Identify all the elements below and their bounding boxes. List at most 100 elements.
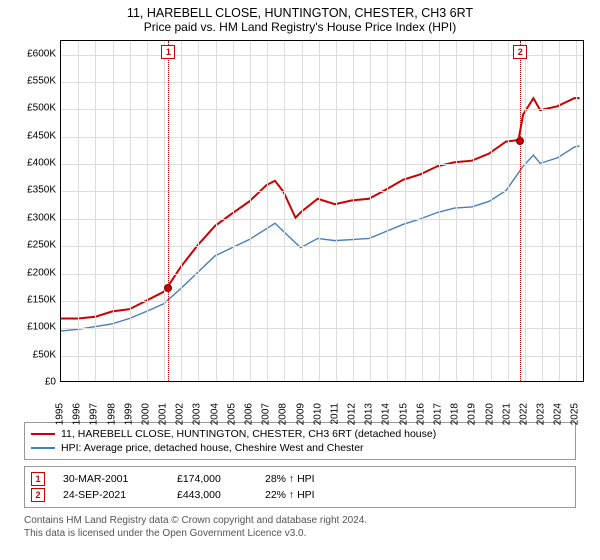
line-layer: [61, 41, 583, 381]
y-tick-label: £50K: [12, 349, 56, 360]
y-gridline: [61, 164, 583, 165]
x-tick-label: 2014: [381, 403, 392, 425]
x-gridline: [456, 41, 457, 381]
x-gridline: [95, 41, 96, 381]
title-block: 11, HAREBELL CLOSE, HUNTINGTON, CHESTER,…: [12, 6, 588, 34]
y-gridline: [61, 109, 583, 110]
y-tick-label: £0: [12, 377, 56, 388]
y-tick-label: £350K: [12, 185, 56, 196]
x-tick-label: 2003: [192, 403, 203, 425]
legend-row: HPI: Average price, detached house, Ches…: [31, 441, 569, 455]
y-tick-label: £200K: [12, 267, 56, 278]
datapoint-marker-box: 1: [31, 472, 45, 486]
legend-label: 11, HAREBELL CLOSE, HUNTINGTON, CHESTER,…: [61, 428, 436, 440]
x-tick-label: 1996: [72, 403, 83, 425]
x-tick-label: 2012: [347, 403, 358, 425]
x-gridline: [216, 41, 217, 381]
x-tick-label: 2005: [226, 403, 237, 425]
y-tick-label: £500K: [12, 103, 56, 114]
x-tick-label: 2016: [415, 403, 426, 425]
legend-swatch: [31, 433, 55, 435]
x-gridline: [267, 41, 268, 381]
x-gridline: [147, 41, 148, 381]
datapoint-marker-box: 2: [31, 488, 45, 502]
x-tick-label: 2004: [209, 403, 220, 425]
legend-row: 11, HAREBELL CLOSE, HUNTINGTON, CHESTER,…: [31, 427, 569, 441]
footer: Contains HM Land Registry data © Crown c…: [24, 514, 576, 540]
x-gridline: [508, 41, 509, 381]
datapoint-diff: 22% ↑ HPI: [265, 489, 315, 501]
y-gridline: [61, 191, 583, 192]
x-tick-label: 1995: [55, 403, 66, 425]
datapoint-diff: 28% ↑ HPI: [265, 473, 315, 485]
y-tick-label: £150K: [12, 294, 56, 305]
x-gridline: [422, 41, 423, 381]
x-tick-label: 2020: [484, 403, 495, 425]
x-tick-label: 2022: [518, 403, 529, 425]
y-tick-label: £400K: [12, 158, 56, 169]
y-gridline: [61, 55, 583, 56]
x-tick-label: 2017: [432, 403, 443, 425]
root: 11, HAREBELL CLOSE, HUNTINGTON, CHESTER,…: [0, 0, 600, 560]
x-gridline: [387, 41, 388, 381]
x-tick-label: 2000: [140, 403, 151, 425]
x-gridline: [353, 41, 354, 381]
x-gridline: [525, 41, 526, 381]
x-gridline: [576, 41, 577, 381]
datapoint-date: 24-SEP-2021: [63, 489, 159, 501]
datapoint-row: 2 24-SEP-2021 £443,000 22% ↑ HPI: [31, 487, 569, 503]
y-gridline: [61, 274, 583, 275]
x-tick-label: 2011: [329, 403, 340, 425]
x-gridline: [370, 41, 371, 381]
chart-subtitle: Price paid vs. HM Land Registry's House …: [12, 20, 588, 34]
x-gridline: [559, 41, 560, 381]
x-tick-label: 2024: [553, 403, 564, 425]
y-gridline: [61, 356, 583, 357]
x-tick-label: 2018: [450, 403, 461, 425]
x-gridline: [491, 41, 492, 381]
x-tick-label: 2009: [295, 403, 306, 425]
x-gridline: [319, 41, 320, 381]
datapoint-price: £443,000: [177, 489, 247, 501]
x-gridline: [405, 41, 406, 381]
y-gridline: [61, 301, 583, 302]
marker-box: 2: [513, 45, 527, 59]
x-tick-label: 2008: [278, 403, 289, 425]
y-tick-label: £100K: [12, 322, 56, 333]
x-gridline: [473, 41, 474, 381]
x-tick-label: 2021: [501, 403, 512, 425]
x-gridline: [542, 41, 543, 381]
x-tick-label: 1997: [89, 403, 100, 425]
y-tick-label: £550K: [12, 76, 56, 87]
x-gridline: [113, 41, 114, 381]
plot-area: 12: [60, 40, 584, 382]
x-tick-label: 1998: [106, 403, 117, 425]
x-tick-label: 2023: [536, 403, 547, 425]
chart: 12 £0 £50K £100K £150K £200K £250K £300K £350K £…: [12, 38, 588, 414]
x-tick-label: 2001: [158, 403, 169, 425]
marker-dot: [516, 137, 524, 145]
chart-title: 11, HAREBELL CLOSE, HUNTINGTON, CHESTER,…: [12, 6, 588, 20]
x-tick-label: 2015: [398, 403, 409, 425]
x-tick-label: 2007: [261, 403, 272, 425]
footer-line-1: Contains HM Land Registry data © Crown c…: [24, 514, 576, 527]
series-line: [61, 98, 580, 318]
datapoint-date: 30-MAR-2001: [63, 473, 159, 485]
x-gridline: [181, 41, 182, 381]
x-gridline: [336, 41, 337, 381]
series-line: [61, 146, 580, 331]
x-tick-label: 2019: [467, 403, 478, 425]
y-tick-label: £300K: [12, 212, 56, 223]
x-tick-label: 2002: [175, 403, 186, 425]
y-gridline: [61, 82, 583, 83]
x-gridline: [284, 41, 285, 381]
x-gridline: [250, 41, 251, 381]
y-tick-label: £450K: [12, 130, 56, 141]
y-tick-label: £250K: [12, 240, 56, 251]
x-gridline: [233, 41, 234, 381]
datapoint-price: £174,000: [177, 473, 247, 485]
y-gridline: [61, 246, 583, 247]
y-gridline: [61, 137, 583, 138]
x-tick-label: 2025: [570, 403, 581, 425]
x-gridline: [130, 41, 131, 381]
